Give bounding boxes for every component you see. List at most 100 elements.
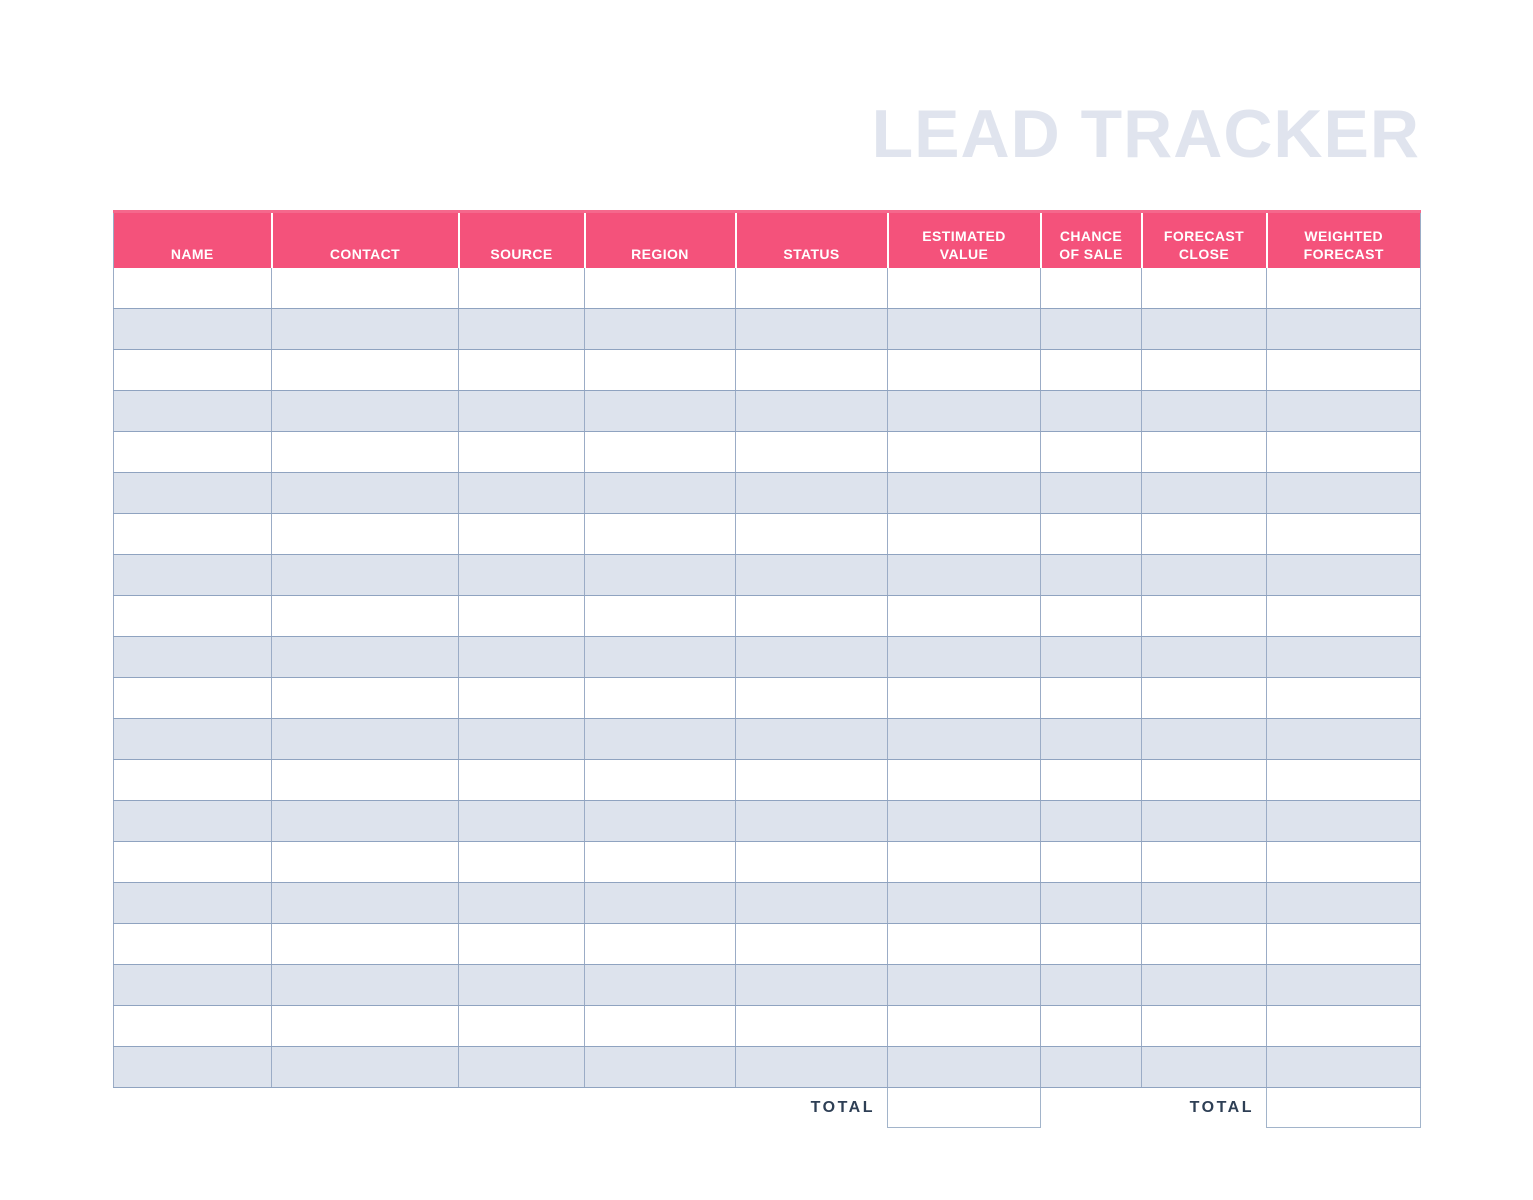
table-cell[interactable] bbox=[1040, 636, 1142, 678]
total-weighted-forecast-cell[interactable] bbox=[1266, 1087, 1421, 1128]
table-cell[interactable] bbox=[584, 472, 736, 514]
table-cell[interactable] bbox=[271, 759, 459, 801]
table-cell[interactable] bbox=[458, 923, 585, 965]
table-cell[interactable] bbox=[113, 759, 272, 801]
table-cell[interactable] bbox=[1266, 268, 1421, 309]
table-cell[interactable] bbox=[1141, 841, 1267, 883]
table-cell[interactable] bbox=[1266, 841, 1421, 883]
table-cell[interactable] bbox=[271, 268, 459, 309]
table-cell[interactable] bbox=[1040, 472, 1142, 514]
table-cell[interactable] bbox=[735, 923, 888, 965]
table-cell[interactable] bbox=[458, 390, 585, 432]
table-cell[interactable] bbox=[271, 1005, 459, 1047]
table-cell[interactable] bbox=[1040, 677, 1142, 719]
table-cell[interactable] bbox=[458, 1005, 585, 1047]
table-cell[interactable] bbox=[887, 923, 1041, 965]
table-cell[interactable] bbox=[735, 390, 888, 432]
table-cell[interactable] bbox=[887, 841, 1041, 883]
table-cell[interactable] bbox=[887, 431, 1041, 473]
table-cell[interactable] bbox=[113, 268, 272, 309]
table-cell[interactable] bbox=[113, 800, 272, 842]
table-cell[interactable] bbox=[584, 268, 736, 309]
table-cell[interactable] bbox=[584, 677, 736, 719]
table-cell[interactable] bbox=[887, 759, 1041, 801]
table-cell[interactable] bbox=[887, 513, 1041, 555]
table-cell[interactable] bbox=[1266, 308, 1421, 350]
table-cell[interactable] bbox=[458, 513, 585, 555]
table-cell[interactable] bbox=[584, 800, 736, 842]
table-cell[interactable] bbox=[1266, 718, 1421, 760]
table-cell[interactable] bbox=[735, 268, 888, 309]
table-cell[interactable] bbox=[1266, 923, 1421, 965]
table-cell[interactable] bbox=[887, 390, 1041, 432]
table-cell[interactable] bbox=[271, 349, 459, 391]
table-cell[interactable] bbox=[735, 431, 888, 473]
table-cell[interactable] bbox=[1040, 800, 1142, 842]
table-cell[interactable] bbox=[1040, 390, 1142, 432]
table-cell[interactable] bbox=[735, 677, 888, 719]
table-cell[interactable] bbox=[1141, 513, 1267, 555]
table-cell[interactable] bbox=[113, 636, 272, 678]
table-cell[interactable] bbox=[458, 677, 585, 719]
table-cell[interactable] bbox=[735, 595, 888, 637]
table-cell[interactable] bbox=[1040, 268, 1142, 309]
table-cell[interactable] bbox=[271, 677, 459, 719]
table-cell[interactable] bbox=[584, 964, 736, 1006]
table-cell[interactable] bbox=[1266, 1046, 1421, 1088]
table-cell[interactable] bbox=[584, 554, 736, 596]
table-cell[interactable] bbox=[584, 923, 736, 965]
table-cell[interactable] bbox=[584, 636, 736, 678]
table-cell[interactable] bbox=[584, 1005, 736, 1047]
table-cell[interactable] bbox=[887, 1046, 1041, 1088]
table-cell[interactable] bbox=[113, 923, 272, 965]
table-cell[interactable] bbox=[887, 472, 1041, 514]
table-cell[interactable] bbox=[458, 718, 585, 760]
table-cell[interactable] bbox=[271, 882, 459, 924]
table-cell[interactable] bbox=[1040, 595, 1142, 637]
table-cell[interactable] bbox=[735, 1005, 888, 1047]
table-cell[interactable] bbox=[735, 1046, 888, 1088]
table-cell[interactable] bbox=[735, 800, 888, 842]
table-cell[interactable] bbox=[584, 513, 736, 555]
table-cell[interactable] bbox=[584, 349, 736, 391]
table-cell[interactable] bbox=[887, 800, 1041, 842]
table-cell[interactable] bbox=[887, 308, 1041, 350]
table-cell[interactable] bbox=[1141, 431, 1267, 473]
table-cell[interactable] bbox=[1266, 595, 1421, 637]
table-cell[interactable] bbox=[458, 1046, 585, 1088]
table-cell[interactable] bbox=[1266, 431, 1421, 473]
table-cell[interactable] bbox=[1141, 349, 1267, 391]
table-cell[interactable] bbox=[1141, 636, 1267, 678]
table-cell[interactable] bbox=[271, 431, 459, 473]
table-cell[interactable] bbox=[735, 759, 888, 801]
table-cell[interactable] bbox=[1040, 964, 1142, 1006]
table-cell[interactable] bbox=[113, 1046, 272, 1088]
table-cell[interactable] bbox=[1141, 308, 1267, 350]
table-cell[interactable] bbox=[887, 1005, 1041, 1047]
table-cell[interactable] bbox=[887, 554, 1041, 596]
table-cell[interactable] bbox=[271, 513, 459, 555]
table-cell[interactable] bbox=[1266, 759, 1421, 801]
table-cell[interactable] bbox=[887, 268, 1041, 309]
table-cell[interactable] bbox=[1040, 308, 1142, 350]
table-cell[interactable] bbox=[1141, 718, 1267, 760]
table-cell[interactable] bbox=[1040, 841, 1142, 883]
table-cell[interactable] bbox=[735, 308, 888, 350]
table-cell[interactable] bbox=[887, 595, 1041, 637]
table-cell[interactable] bbox=[1266, 1005, 1421, 1047]
table-cell[interactable] bbox=[271, 800, 459, 842]
table-cell[interactable] bbox=[1266, 636, 1421, 678]
table-cell[interactable] bbox=[271, 1046, 459, 1088]
table-cell[interactable] bbox=[887, 718, 1041, 760]
table-cell[interactable] bbox=[1141, 595, 1267, 637]
table-cell[interactable] bbox=[113, 431, 272, 473]
table-cell[interactable] bbox=[1141, 1005, 1267, 1047]
table-cell[interactable] bbox=[113, 718, 272, 760]
table-cell[interactable] bbox=[887, 677, 1041, 719]
table-cell[interactable] bbox=[735, 472, 888, 514]
table-cell[interactable] bbox=[584, 1046, 736, 1088]
table-cell[interactable] bbox=[113, 513, 272, 555]
table-cell[interactable] bbox=[735, 718, 888, 760]
table-cell[interactable] bbox=[735, 882, 888, 924]
table-cell[interactable] bbox=[113, 841, 272, 883]
